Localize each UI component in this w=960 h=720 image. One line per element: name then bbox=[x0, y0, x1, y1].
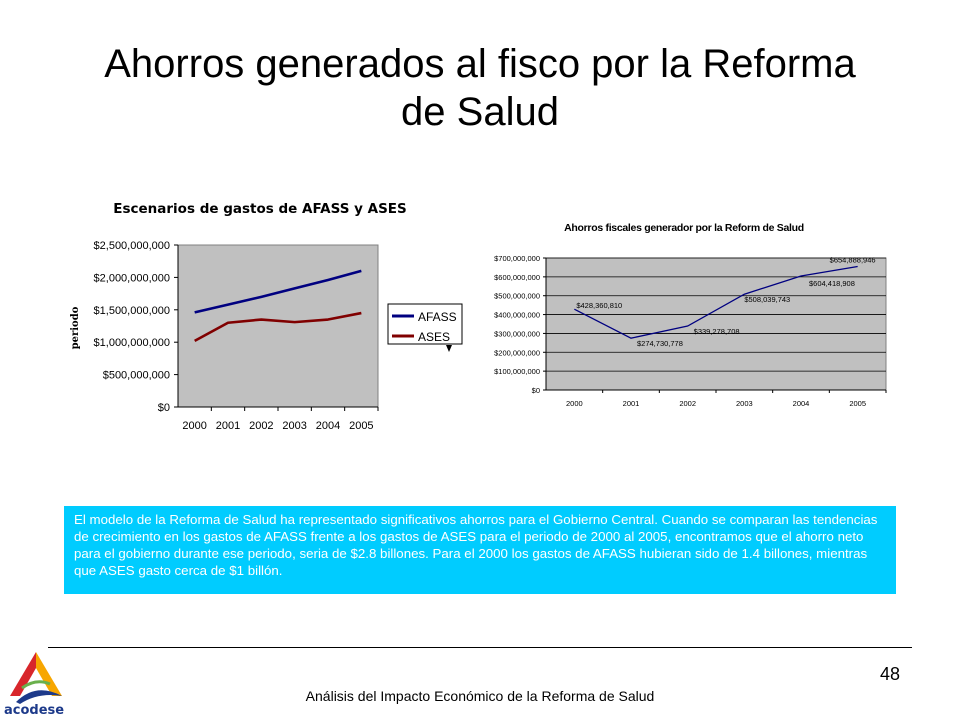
page-number: 48 bbox=[880, 664, 901, 684]
chart2-y-tick-label: $700,000,000 bbox=[494, 254, 540, 263]
chart2-x-tick-label: 2000 bbox=[566, 399, 583, 408]
footer-text: Análisis del Impacto Económico de la Ref… bbox=[305, 688, 655, 704]
chart1-x-tick-label: 2004 bbox=[316, 420, 340, 432]
chart1-y-tick-label: $1,000,000,000 bbox=[94, 337, 170, 349]
chart1-y-tick-label: $500,000,000 bbox=[103, 370, 170, 382]
chart2-data-label: $604,418,908 bbox=[809, 279, 855, 288]
chart1-x-tick-label: 2002 bbox=[249, 420, 273, 432]
chart2-x-tick-label: 2003 bbox=[736, 399, 753, 408]
chart1-scroll-arrow-icon bbox=[446, 345, 452, 352]
chart1-x-tick-label: 2005 bbox=[349, 420, 373, 432]
chart2-x-tick-label: 2004 bbox=[793, 399, 810, 408]
chart2-plot-area bbox=[545, 257, 887, 391]
summary-note: El modelo de la Reforma de Salud ha repr… bbox=[64, 506, 896, 594]
chart2-x-tick-label: 2002 bbox=[679, 399, 696, 408]
slide-title-line-2: de Salud bbox=[401, 90, 559, 134]
acodese-logo-icon bbox=[10, 652, 62, 704]
chart1-y-tick-label: $1,500,000,000 bbox=[94, 305, 170, 317]
chart1-x-tick-label: 2000 bbox=[182, 420, 206, 432]
chart2-data-label: $654,888,946 bbox=[830, 256, 876, 265]
chart2-y-tick-label: $600,000,000 bbox=[494, 273, 540, 282]
chart2-y-tick-label: $0 bbox=[532, 386, 540, 395]
chart2-data-label: $428,360,810 bbox=[576, 301, 622, 310]
slide-title-line-1: Ahorros generados al fisco por la Reform… bbox=[104, 42, 856, 86]
chart2-y-tick-label: $400,000,000 bbox=[494, 311, 540, 320]
chart2-data-label: $508,039,743 bbox=[744, 295, 790, 304]
chart1-legend-label: ASES bbox=[418, 330, 450, 344]
chart2-title: Ahorros fiscales generador por la Reform… bbox=[564, 222, 804, 234]
chart2-x-tick-label: 2005 bbox=[849, 399, 866, 408]
chart2-y-tick-label: $200,000,000 bbox=[494, 348, 540, 357]
chart1-y-tick-label: $2,500,000,000 bbox=[94, 240, 170, 252]
chart1-title: Escenarios de gastos de AFASS y ASES bbox=[113, 201, 406, 217]
chart2-x-tick-label: 2001 bbox=[623, 399, 640, 408]
chart1-y-tick-label: $2,000,000,000 bbox=[94, 272, 170, 284]
chart1-y-axis-label: periodo bbox=[70, 306, 81, 349]
chart1-plot-area bbox=[177, 244, 379, 408]
chart2-y-tick-label: $100,000,000 bbox=[494, 367, 540, 376]
footer-divider bbox=[48, 647, 912, 648]
slide-title: Ahorros generados al fisco por la Reform… bbox=[40, 40, 920, 136]
chart1-series-line-ases bbox=[194, 311, 362, 343]
chart2-savings-line bbox=[574, 265, 858, 339]
chart1-legend-label: AFASS bbox=[418, 310, 457, 324]
chart1-series-line-afass bbox=[194, 269, 362, 314]
chart2-data-label: $274,730,778 bbox=[637, 339, 683, 348]
logo-wordmark: acodese bbox=[4, 703, 65, 718]
chart2-y-tick-label: $300,000,000 bbox=[494, 329, 540, 338]
chart1-y-tick-label: $0 bbox=[158, 402, 170, 414]
chart1-x-tick-label: 2003 bbox=[282, 420, 306, 432]
chart1-x-tick-label: 2001 bbox=[216, 420, 240, 432]
chart2-y-tick-label: $500,000,000 bbox=[494, 292, 540, 301]
chart2-data-label: $339,278,708 bbox=[694, 327, 740, 336]
